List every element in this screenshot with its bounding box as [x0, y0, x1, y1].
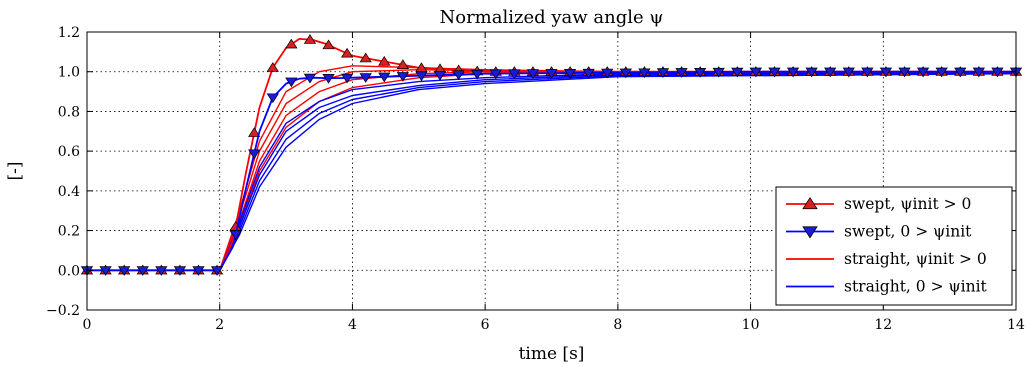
series-swept-negative — [80, 67, 1023, 276]
series-marker — [378, 72, 391, 83]
x-tick-label: 0 — [83, 317, 92, 333]
series-marker — [712, 67, 725, 78]
series-marker — [340, 73, 354, 84]
y-tick-label: 0.6 — [58, 144, 80, 160]
series-marker — [972, 67, 985, 78]
series-marker — [210, 266, 224, 276]
x-tick-label: 14 — [1007, 317, 1025, 333]
legend-marker — [802, 226, 818, 239]
y-tick-label: 0.2 — [58, 224, 80, 240]
legend: swept, ψinit > 0 swept, 0 > ψinit straight… — [775, 186, 1013, 306]
series-marker — [285, 77, 298, 88]
legend-item: straight, ψinit > 0 — [786, 250, 987, 268]
series-marker — [749, 67, 763, 78]
series-marker — [303, 34, 317, 44]
series-marker — [842, 67, 855, 78]
series-marker — [824, 67, 837, 78]
series-marker — [415, 71, 428, 82]
series-marker — [675, 68, 688, 78]
series-marker — [322, 74, 335, 84]
series-marker — [731, 67, 744, 78]
series-marker — [898, 67, 911, 78]
plot-frame — [86, 31, 1017, 311]
series-marker — [99, 266, 112, 276]
legend-label: straight, 0 > ψinit — [844, 278, 988, 296]
series-marker — [638, 68, 651, 79]
x-tick-label: 8 — [613, 317, 622, 333]
legend-marker — [802, 196, 818, 210]
y-tick-label: 0.8 — [58, 104, 80, 120]
series-line — [87, 70, 1016, 272]
series-marker — [266, 62, 279, 72]
x-tick-label: 4 — [348, 317, 357, 333]
series-marker — [619, 68, 632, 79]
x-tick-label: 10 — [742, 317, 760, 333]
series-marker — [322, 39, 335, 50]
y-tick-label: 0.0 — [58, 263, 80, 279]
series-marker — [155, 266, 168, 276]
legend-label: swept, 0 > ψinit — [844, 223, 972, 241]
series-marker — [173, 266, 187, 276]
series-marker — [991, 67, 1004, 78]
series-marker — [118, 266, 131, 276]
y-tick-label: 1.0 — [58, 65, 80, 81]
legend-item: swept, 0 > ψinit — [786, 223, 972, 241]
series-marker — [954, 67, 967, 78]
series-marker — [192, 266, 205, 276]
y-axis-label: [-] — [5, 161, 25, 180]
series-marker — [768, 67, 781, 78]
x-axis-label: time [s] — [519, 344, 585, 364]
series-marker — [694, 68, 707, 78]
series-marker — [248, 149, 261, 160]
series-marker — [786, 67, 800, 78]
series-marker — [303, 73, 317, 84]
series-marker — [582, 68, 595, 79]
series-marker — [359, 73, 372, 83]
series-marker — [563, 69, 577, 79]
legend-label: straight, ψinit > 0 — [844, 250, 987, 268]
legend-item: swept, ψinit > 0 — [786, 195, 971, 213]
legend-item: straight, 0 > ψinit — [786, 278, 988, 296]
series-marker — [656, 68, 670, 78]
series-marker — [396, 59, 409, 69]
series-marker — [340, 47, 354, 58]
series-marker — [452, 70, 465, 81]
series-marker — [433, 70, 447, 81]
series-marker — [508, 69, 521, 80]
series-marker — [879, 67, 893, 78]
series-marker — [805, 67, 818, 78]
series-marker — [471, 69, 484, 80]
series-marker — [545, 69, 558, 79]
series-marker — [266, 93, 279, 104]
y-tick-label: 0.4 — [58, 184, 80, 200]
series-marker — [359, 52, 372, 63]
series-layer — [80, 34, 1023, 276]
series-marker — [248, 127, 261, 137]
series-marker — [916, 67, 930, 78]
series-marker — [601, 68, 614, 79]
series-marker — [396, 72, 409, 82]
y-tick-label: −0.2 — [46, 303, 80, 319]
series-marker — [378, 55, 391, 66]
series-marker — [861, 67, 874, 78]
chart-title: Normalized yaw angle ψ — [439, 7, 663, 28]
y-tick-label: 1.2 — [58, 25, 80, 41]
series-line — [87, 38, 1016, 272]
series-marker — [526, 69, 540, 79]
legend-label: swept, ψinit > 0 — [844, 195, 971, 213]
series-marker — [489, 69, 502, 80]
series-marker — [935, 67, 948, 78]
x-tick-label: 12 — [874, 317, 892, 333]
x-tick-label: 6 — [481, 317, 490, 333]
x-tick-label: 2 — [215, 317, 224, 333]
series-marker — [229, 230, 242, 241]
series-marker — [136, 266, 149, 276]
series-marker — [285, 38, 298, 49]
